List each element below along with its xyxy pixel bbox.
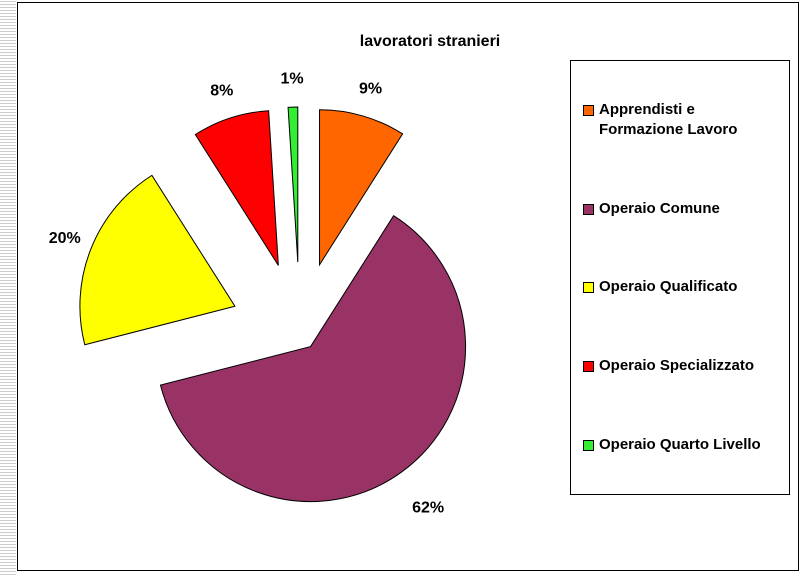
legend-label: Operaio Specializzato	[599, 357, 755, 375]
chart-frame	[17, 2, 799, 571]
data-label: 9%	[359, 80, 382, 97]
data-label: 8%	[210, 83, 233, 100]
data-label: 20%	[49, 230, 81, 247]
pie-slice	[287, 106, 299, 263]
legend-swatch	[583, 105, 594, 117]
legend-label: Operaio Qualificato	[599, 278, 738, 296]
pie-slice	[194, 110, 279, 266]
pie-slice	[319, 109, 404, 267]
legend-swatch	[583, 282, 594, 294]
legend-item: Operaio Comune	[583, 199, 789, 219]
legend-label: Apprendisti e Formazione Lavoro	[599, 101, 738, 139]
legend-item: Operaio Quarto Livello	[583, 435, 789, 455]
sheet-edge	[0, 0, 16, 575]
legend-swatch	[583, 361, 594, 373]
pie-slice	[79, 174, 236, 346]
data-label: 62%	[412, 500, 444, 517]
legend-item: Operaio Qualificato	[583, 277, 789, 297]
pie-slice	[159, 215, 467, 503]
data-label: 1%	[280, 70, 303, 87]
legend-label: Operaio Quarto Livello	[599, 435, 761, 453]
legend-item: Operaio Specializzato	[583, 356, 789, 376]
chart-title: lavoratori stranieri	[360, 33, 501, 50]
legend-label: Operaio Comune	[599, 199, 720, 217]
legend: Apprendisti e Formazione Lavoro Operaio C…	[570, 60, 790, 495]
legend-swatch	[583, 203, 594, 215]
legend-swatch	[583, 439, 594, 451]
legend-item: Apprendisti e Formazione Lavoro	[583, 100, 789, 140]
